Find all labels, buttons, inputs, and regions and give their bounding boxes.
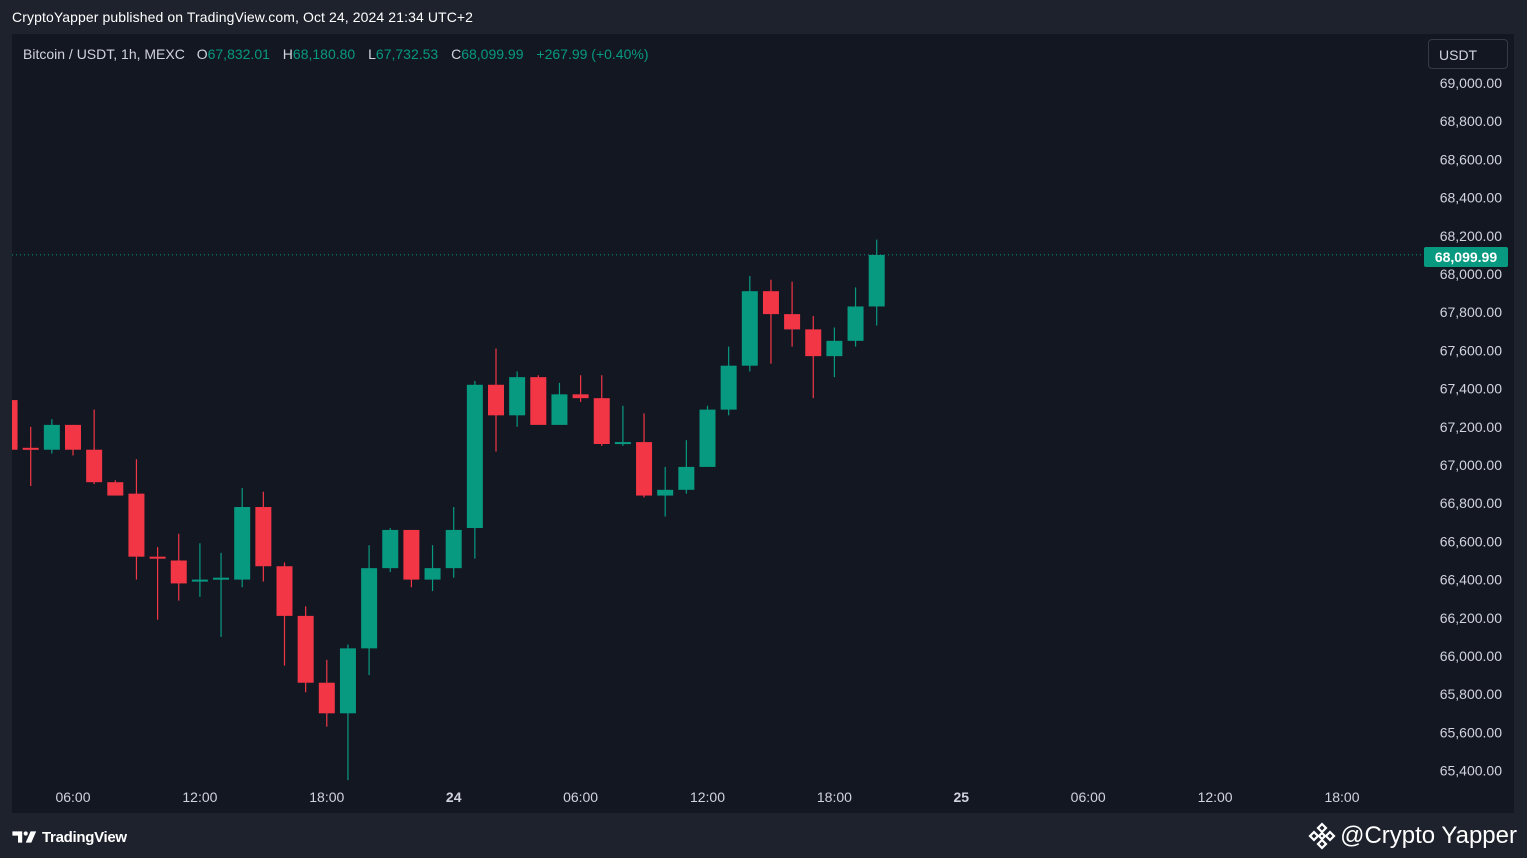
y-tick-label-17: 65,600.00 <box>1440 724 1502 740</box>
legend-symbol[interactable]: Bitcoin / USDT, 1h, MEXC <box>23 46 185 62</box>
y-tick-label-10: 67,000.00 <box>1440 457 1502 473</box>
candle-body-2 <box>22 447 39 450</box>
candle-body-14 <box>276 566 293 616</box>
candle-body-1 <box>12 400 18 450</box>
x-tick-label-7: 25 <box>954 789 970 805</box>
author-watermark: @Crypto Yapper <box>1308 820 1517 852</box>
tradingview-brand-text: TradingView <box>42 828 127 846</box>
candle-body-18 <box>361 568 378 649</box>
x-tick-label-4: 06:00 <box>563 789 598 805</box>
chart-area[interactable]: 69,000.00 68,800.00 68,600.00 68,400.00 68,2… <box>12 34 1514 813</box>
y-tick-label-7: 67,600.00 <box>1440 342 1502 358</box>
tradingview-branding[interactable]: TradingView <box>12 826 127 848</box>
candle-body-20 <box>403 529 420 580</box>
candle-body-23 <box>466 384 483 529</box>
candle-body-27 <box>551 394 568 425</box>
candle-body-41 <box>847 306 864 341</box>
candle-body-5 <box>86 449 103 483</box>
x-tick-label-9: 12:00 <box>1198 789 1233 805</box>
candle-body-33 <box>678 466 695 490</box>
y-tick-label-15: 66,000.00 <box>1440 648 1502 664</box>
x-tick-label-6: 18:00 <box>817 789 852 805</box>
currency-button[interactable]: USDT <box>1428 39 1508 69</box>
y-tick-label-8: 67,400.00 <box>1440 381 1502 397</box>
x-tick-label-5: 12:00 <box>690 789 725 805</box>
legend-low-value: 67,732.53 <box>375 46 439 62</box>
crypto-yapper-diamond-icon <box>1308 822 1336 850</box>
y-tick-label-4: 68,200.00 <box>1440 228 1502 244</box>
candle-body-30 <box>614 442 631 445</box>
y-tick-label-11: 66,800.00 <box>1440 495 1502 511</box>
candle-body-28 <box>572 394 589 399</box>
candle-body-10 <box>191 579 208 582</box>
legend-close-value: 68,099.99 <box>461 46 524 62</box>
x-tick-label-10: 18:00 <box>1324 789 1359 805</box>
watermark-text: @Crypto Yapper <box>1340 822 1517 849</box>
y-tick-label-2: 68,600.00 <box>1440 151 1502 167</box>
candle-body-4 <box>65 424 81 450</box>
candle-body-26 <box>530 377 547 425</box>
candle-body-12 <box>234 507 251 580</box>
candle-body-3 <box>43 424 60 450</box>
candle-body-39 <box>805 329 822 357</box>
last-price-label: 68,099.99 <box>1424 247 1508 267</box>
candle-body-22 <box>445 529 462 569</box>
x-tick-label-2: 18:00 <box>309 789 344 805</box>
candle-body-17 <box>339 648 356 714</box>
candle-body-15 <box>297 615 314 683</box>
candle-body-36 <box>741 291 758 366</box>
candle-body-24 <box>488 384 504 416</box>
candle-body-38 <box>784 314 801 330</box>
candle-body-21 <box>424 568 441 580</box>
y-tick-label-13: 66,400.00 <box>1440 572 1502 588</box>
y-tick-label-14: 66,200.00 <box>1440 610 1502 626</box>
candle-body-6 <box>107 482 124 496</box>
candle-body-11 <box>213 577 230 580</box>
attribution-text: CryptoYapper published on TradingView.co… <box>12 9 474 25</box>
y-tick-label-5: 68,000.00 <box>1440 266 1502 282</box>
y-tick-label-16: 65,800.00 <box>1440 686 1502 702</box>
y-tick-label-0: 69,000.00 <box>1440 75 1502 91</box>
legend-close-label: C <box>451 46 462 62</box>
symbol-legend: Bitcoin / USDT, 1h, MEXC O67,832.01 H68,… <box>23 46 658 62</box>
tradingview-logo-icon <box>12 831 37 843</box>
x-tick-label-0: 06:00 <box>55 789 90 805</box>
y-tick-label-1: 68,800.00 <box>1440 113 1502 129</box>
legend-change-value: +267.99 (+0.40%) <box>536 46 649 62</box>
candle-body-40 <box>826 340 843 357</box>
legend-high-value: 68,180.80 <box>292 46 356 62</box>
candle-body-32 <box>657 489 674 496</box>
candle-body-31 <box>636 442 653 496</box>
candle-body-34 <box>699 409 716 467</box>
x-tick-label-8: 06:00 <box>1071 789 1106 805</box>
candle-body-19 <box>382 529 399 569</box>
legend-low-label: L <box>368 46 376 62</box>
legend-open-label: O <box>196 46 208 62</box>
candle-body-16 <box>318 682 335 714</box>
legend-high-label: H <box>282 46 293 62</box>
candle-body-35 <box>720 365 737 410</box>
candle-body-9 <box>170 560 187 584</box>
candle-body-7 <box>128 493 145 557</box>
y-tick-label-12: 66,600.00 <box>1440 533 1502 549</box>
candle-body-25 <box>509 377 526 416</box>
candle-body-8 <box>149 556 166 559</box>
y-tick-label-18: 65,400.00 <box>1440 763 1502 779</box>
y-tick-label-3: 68,400.00 <box>1440 190 1502 206</box>
y-tick-label-6: 67,800.00 <box>1440 304 1502 320</box>
legend-open-value: 67,832.01 <box>207 46 270 62</box>
candlestick-chart[interactable]: 69,000.00 68,800.00 68,600.00 68,400.00 68,2… <box>12 34 1514 813</box>
x-tick-label-3: 24 <box>446 789 462 805</box>
candle-body-13 <box>255 507 272 567</box>
x-tick-label-1: 12:00 <box>182 789 217 805</box>
y-tick-label-9: 67,200.00 <box>1440 419 1502 435</box>
candle-body-37 <box>762 291 779 315</box>
candle-body-42 <box>868 254 885 307</box>
candle-body-29 <box>593 398 610 444</box>
